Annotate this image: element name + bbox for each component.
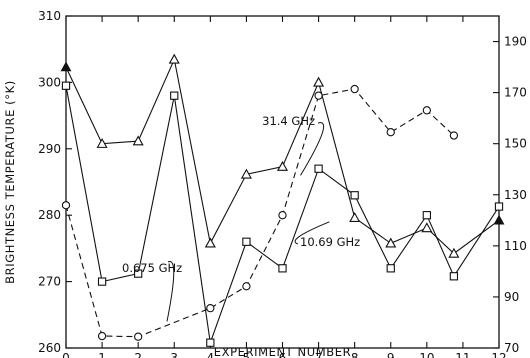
- y2-tick-label: 190: [504, 35, 527, 49]
- annotation-leader-31-4-ghz: [300, 122, 325, 176]
- y2-tick-label: 70: [504, 341, 519, 355]
- data-point-square: [134, 269, 143, 278]
- y2-tick-label: 170: [504, 86, 527, 100]
- data-point-square: [314, 164, 323, 173]
- data-point-triangle: [204, 237, 216, 248]
- x-tick-label: 3: [170, 351, 178, 358]
- x-tick-label: 6: [279, 351, 287, 358]
- x-tick-label: 12: [491, 351, 506, 358]
- data-point-circle: [386, 128, 395, 137]
- axis-ticks: 0 1 2 3 4 5 6 7 8 9 10 11 12260270280290300310709011…: [38, 9, 527, 358]
- x-tick-label: 11: [455, 351, 470, 358]
- data-point-triangle: [493, 214, 505, 225]
- data-point-circle: [314, 91, 323, 100]
- data-point-circle: [97, 331, 107, 341]
- data-point-triangle: [385, 237, 397, 248]
- data-point-triangle: [448, 247, 460, 258]
- data-point-square: [97, 277, 107, 286]
- data-point-triangle: [60, 61, 72, 72]
- data-point-square: [449, 272, 459, 281]
- data-point-square: [422, 211, 431, 220]
- y2-tick-label: 110: [504, 239, 527, 253]
- y2-tick-label: 130: [504, 188, 527, 202]
- x-tick-label: 9: [387, 351, 395, 358]
- y-tick-label: 300: [38, 75, 61, 89]
- annotation-leader-10-69-ghz: [294, 221, 330, 245]
- annotation-label-10-69-ghz: 10.69 GHz: [300, 235, 360, 249]
- axis-labels: EXPERIMENT NUMBER BRIGHTNESS TEMPERATURE …: [3, 80, 351, 358]
- y-tick-label: 270: [38, 275, 61, 289]
- data-point-square: [61, 81, 71, 90]
- annotation-label-31-4-ghz: 31.4 GHz: [262, 114, 315, 128]
- x-tick-label: 10: [419, 351, 434, 358]
- x-tick-label: 4: [207, 351, 215, 358]
- data-point-square: [350, 191, 359, 200]
- series-lines: [65, 57, 500, 343]
- data-point-triangle: [240, 168, 252, 179]
- series-markers: [60, 53, 505, 347]
- data-point-square: [386, 264, 395, 273]
- annotation-leaders: 31.4 GHz 10.69 GHz 0.675 GHz: [122, 114, 360, 322]
- x-tick-label: 8: [351, 351, 359, 358]
- data-point-square: [278, 264, 287, 273]
- data-point-circle: [449, 131, 459, 140]
- series-line-0-675-ghz: [65, 88, 455, 338]
- annotation-leader-0-675-ghz: [166, 261, 175, 322]
- x-tick-label: 0: [62, 351, 70, 358]
- y-tick-label: 280: [38, 208, 61, 222]
- data-point-square: [242, 237, 251, 246]
- series-line-31-4-ghz: [65, 57, 500, 255]
- y-axis-label: BRIGHTNESS TEMPERATURE (°K): [3, 80, 17, 284]
- data-point-circle: [350, 84, 359, 94]
- y-tick-label: 260: [38, 341, 61, 355]
- data-point-circle: [242, 282, 251, 291]
- data-point-triangle: [132, 135, 144, 146]
- y-tick-label: 310: [38, 9, 61, 23]
- data-point-circle: [61, 201, 71, 210]
- data-point-square: [170, 91, 179, 100]
- y-tick-label: 290: [38, 142, 61, 156]
- x-axis-label: EXPERIMENT NUMBER: [214, 345, 352, 358]
- data-point-triangle: [168, 53, 180, 64]
- x-tick-label: 5: [243, 351, 251, 358]
- data-point-triangle: [96, 137, 108, 148]
- x-tick-label: 2: [134, 351, 142, 358]
- annotation-label-0-675-ghz: 0.675 GHz: [122, 261, 182, 275]
- data-point-circle: [134, 332, 143, 341]
- data-point-square: [494, 202, 504, 211]
- x-tick-label: 1: [98, 351, 106, 358]
- data-point-triangle: [349, 212, 361, 222]
- data-point-square: [206, 338, 215, 347]
- data-point-triangle: [276, 160, 289, 171]
- data-point-triangle: [421, 222, 433, 233]
- data-point-circle: [278, 211, 287, 220]
- y2-tick-label: 150: [504, 137, 527, 151]
- plot-frame: [65, 15, 500, 349]
- data-point-circle: [206, 304, 215, 313]
- data-point-circle: [422, 106, 431, 115]
- y2-tick-label: 90: [504, 290, 519, 304]
- data-point-triangle: [313, 76, 325, 87]
- x-tick-label: 7: [315, 351, 323, 358]
